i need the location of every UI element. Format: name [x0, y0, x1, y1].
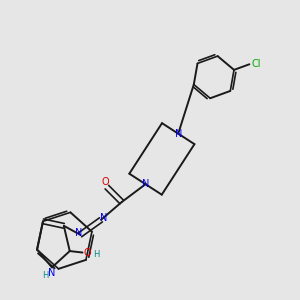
- Text: N: N: [75, 228, 82, 238]
- Text: H: H: [93, 250, 100, 260]
- Text: O: O: [84, 248, 92, 257]
- Text: N: N: [142, 179, 149, 189]
- Text: Cl: Cl: [251, 59, 261, 69]
- Text: N: N: [175, 129, 182, 139]
- Text: H: H: [42, 271, 49, 280]
- Text: O: O: [102, 177, 109, 187]
- Text: N: N: [48, 268, 56, 278]
- Text: N: N: [100, 213, 107, 223]
